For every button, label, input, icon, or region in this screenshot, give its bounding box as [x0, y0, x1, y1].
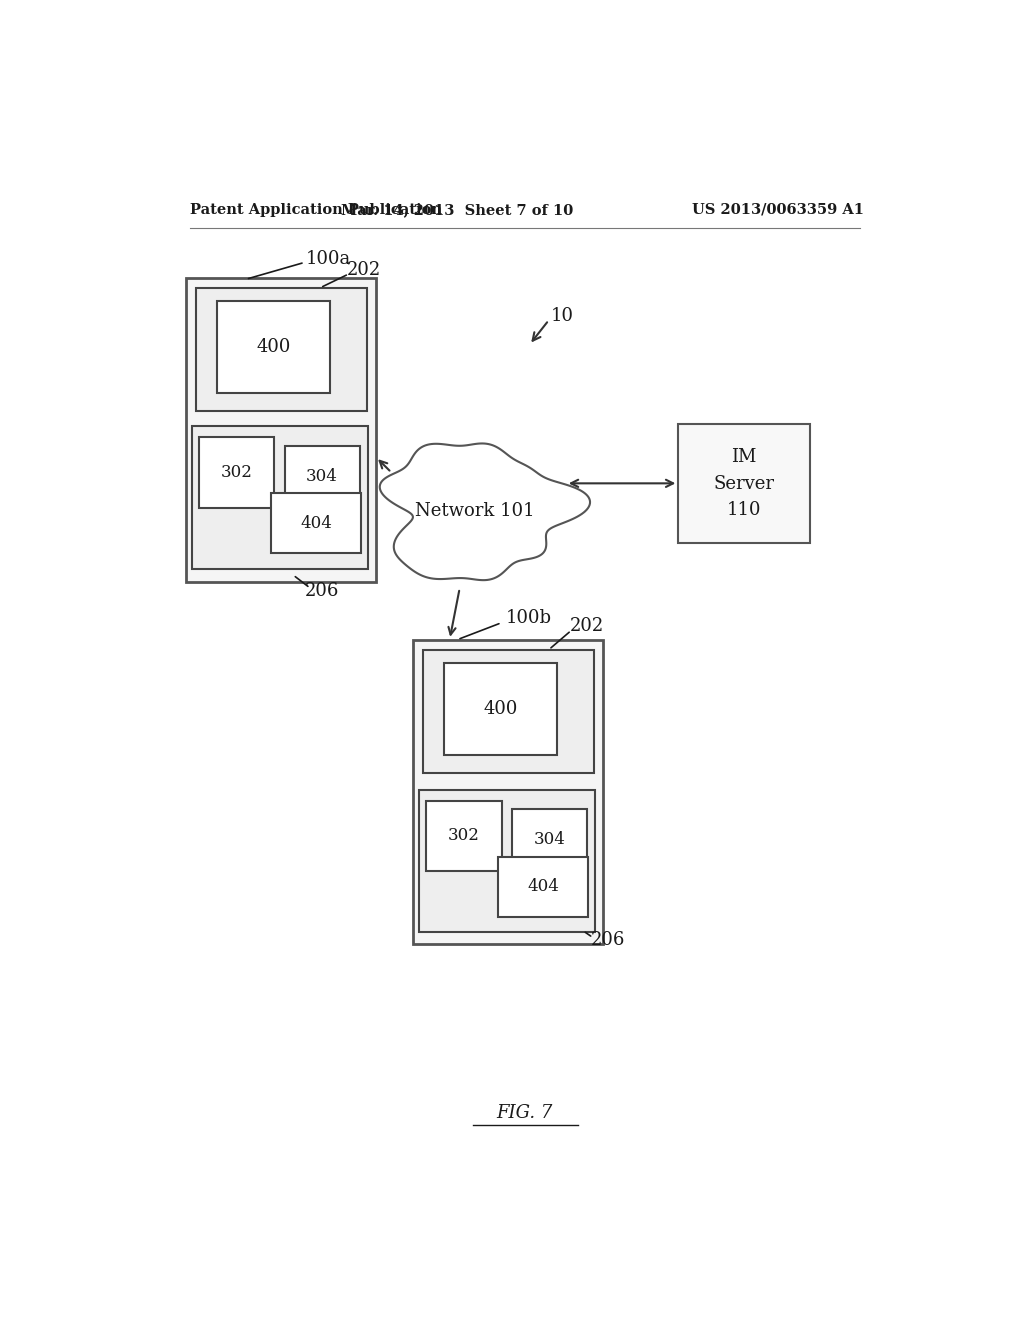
Text: 202: 202 — [346, 261, 381, 279]
Text: IM
Server
110: IM Server 110 — [714, 449, 774, 519]
Bar — [419, 789, 595, 932]
Bar — [271, 494, 360, 553]
Text: 400: 400 — [483, 700, 517, 718]
Text: 404: 404 — [527, 878, 559, 895]
Bar — [444, 663, 557, 755]
Bar — [197, 288, 367, 411]
Text: 302: 302 — [449, 828, 480, 845]
Text: 404: 404 — [300, 515, 332, 532]
Text: 206: 206 — [591, 931, 625, 949]
Text: 206: 206 — [305, 582, 339, 601]
Text: 10: 10 — [550, 308, 573, 325]
Bar — [191, 426, 369, 569]
Text: 304: 304 — [534, 832, 565, 849]
Bar — [512, 809, 587, 871]
Bar — [217, 301, 330, 393]
Text: 100b: 100b — [506, 609, 552, 627]
Text: 100a: 100a — [306, 249, 351, 268]
Text: 302: 302 — [221, 465, 253, 480]
Text: Patent Application Publication: Patent Application Publication — [190, 203, 442, 216]
Text: US 2013/0063359 A1: US 2013/0063359 A1 — [692, 203, 864, 216]
Bar — [414, 640, 603, 944]
Text: FIG. 7: FIG. 7 — [497, 1105, 553, 1122]
Bar — [426, 800, 502, 871]
Text: Mar. 14, 2013  Sheet 7 of 10: Mar. 14, 2013 Sheet 7 of 10 — [341, 203, 573, 216]
Bar — [423, 649, 594, 774]
Bar — [499, 857, 588, 917]
Bar — [678, 424, 810, 544]
Text: Network 101: Network 101 — [416, 502, 535, 520]
Text: 202: 202 — [569, 616, 604, 635]
Text: 304: 304 — [306, 467, 338, 484]
Bar — [285, 446, 359, 507]
Polygon shape — [380, 444, 590, 581]
Bar — [186, 277, 376, 582]
Text: 400: 400 — [256, 338, 291, 356]
Bar — [200, 437, 274, 508]
